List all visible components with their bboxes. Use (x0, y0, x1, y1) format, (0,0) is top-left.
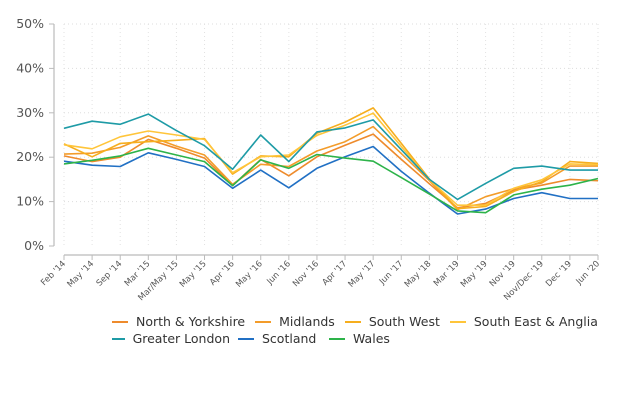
x-tick-label: May '17 (347, 259, 378, 290)
y-axis: 0% 10% 20% 30% 40% 50% (16, 16, 55, 253)
legend-swatch (255, 320, 272, 323)
x-tick-label: Jun '20 (574, 259, 602, 287)
legend-item-south-west[interactable]: South West (344, 314, 440, 329)
x-tick-label: Jun '17 (377, 259, 405, 287)
series-line-midlands (63, 125, 598, 211)
legend-item-scotland[interactable]: Scotland (238, 331, 321, 346)
legend-swatch (238, 337, 254, 340)
series-line-north-yorkshire (63, 133, 599, 209)
legend-label: North & Yorkshire (136, 314, 246, 329)
legend-label: Greater London (132, 331, 230, 346)
legend-item-wales[interactable]: Wales (329, 331, 390, 346)
x-tick-label: Apr '17 (320, 259, 349, 288)
x-tick-label: Mar '19 (432, 259, 462, 289)
legend-item-greater-london[interactable]: Greater London (112, 331, 230, 346)
legend-swatch (449, 320, 466, 323)
legend-row: Greater London Scotland Wales (112, 330, 592, 347)
legend-swatch (112, 320, 128, 323)
legend-label: Scotland (262, 331, 317, 346)
legend-swatch (344, 320, 361, 323)
series-line-wales (63, 147, 599, 214)
legend-swatch (112, 337, 125, 340)
x-tick-label: Jun '16 (265, 259, 293, 287)
x-tick-label: May '18 (403, 259, 434, 290)
grid-lines (63, 23, 599, 246)
legend-item-north-yorkshire[interactable]: North & Yorkshire (112, 314, 245, 329)
series-line-south-west (63, 107, 599, 210)
legend-item-midlands[interactable]: Midlands (255, 314, 335, 329)
x-tick-label: Sep '14 (95, 259, 125, 289)
y-tick-label: 40% (16, 60, 44, 75)
y-tick-label: 50% (16, 16, 44, 31)
x-tick-label: May '19 (459, 259, 490, 290)
legend-label: South East & Anglia (473, 314, 598, 329)
series-lines (63, 107, 599, 215)
legend-row: North & Yorkshire Midlands South West So… (112, 313, 598, 330)
legend: North & Yorkshire Midlands South West So… (112, 313, 598, 347)
x-tick-label: Nov '16 (291, 259, 321, 289)
y-tick-label: 30% (16, 105, 44, 120)
legend-swatch (329, 337, 345, 340)
x-tick-label: Feb '14 (39, 259, 68, 288)
legend-item-south-east-anglia[interactable]: South East & Anglia (449, 314, 598, 329)
series-line-greater-london (63, 113, 598, 201)
x-tick-label: Apr '16 (208, 259, 237, 288)
x-tick-label: May '16 (234, 259, 265, 290)
legend-label: Midlands (279, 314, 335, 329)
y-tick-label: 0% (24, 238, 44, 253)
legend-label: Wales (353, 331, 390, 346)
y-tick-label: 20% (16, 149, 44, 164)
x-tick-label: May '15 (178, 259, 209, 290)
y-tick-label: 10% (16, 194, 44, 209)
series-line-scotland (63, 145, 598, 215)
x-tick-label: Dec '19 (544, 259, 574, 289)
legend-label: South West (368, 314, 440, 329)
x-tick-label: May '14 (66, 259, 97, 290)
